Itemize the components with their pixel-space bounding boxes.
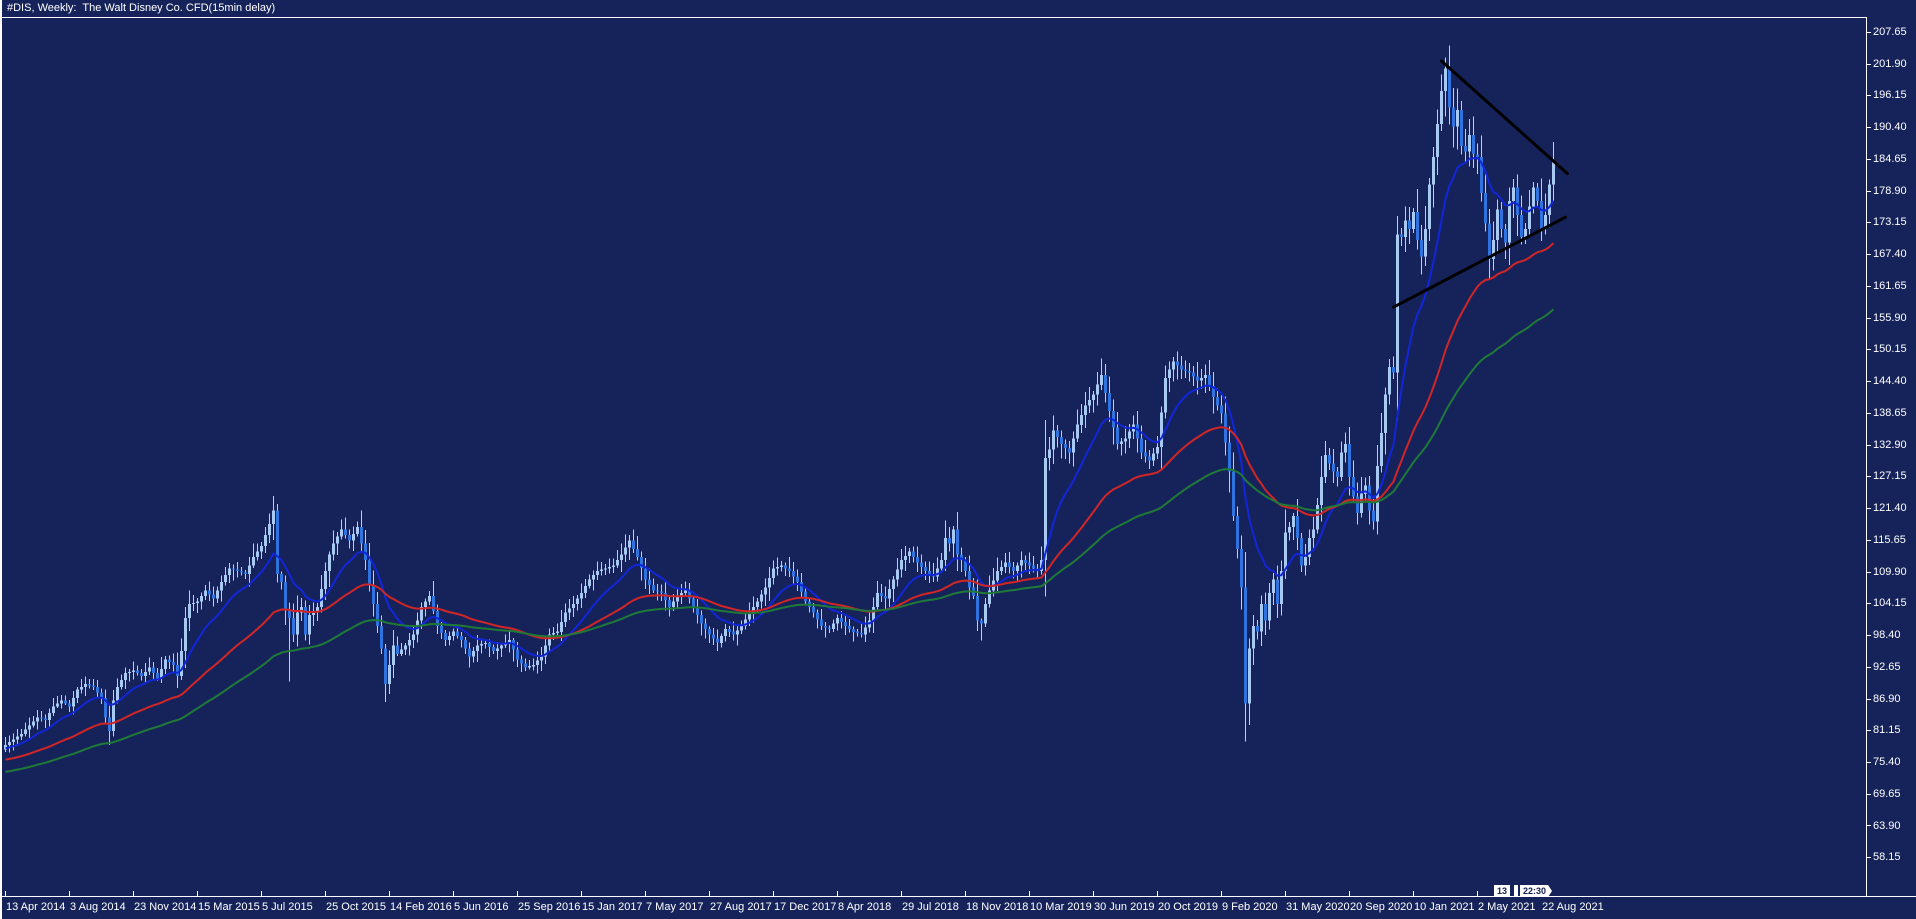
candle-wicks bbox=[5, 45, 1554, 753]
date-tick-label: 10 Jan 2021 bbox=[1414, 901, 1475, 913]
price-tick-label: 173.15 bbox=[1873, 216, 1907, 229]
date-tick-label: 13 Apr 2014 bbox=[6, 901, 66, 913]
price-tick-label: 115.65 bbox=[1873, 533, 1906, 546]
price-tick-label: 167.40 bbox=[1873, 248, 1907, 261]
price-tick-label: 184.65 bbox=[1873, 152, 1907, 165]
date-tick-label: 20 Oct 2019 bbox=[1158, 901, 1218, 913]
price-tick-label: 98.40 bbox=[1873, 629, 1901, 642]
candle-bodies bbox=[4, 68, 1555, 750]
price-tick-label: 92.65 bbox=[1873, 660, 1901, 673]
price-tick-label: 144.40 bbox=[1873, 375, 1907, 388]
price-tick-label: 104.15 bbox=[1873, 597, 1907, 610]
date-tick-label: 29 Jul 2018 bbox=[902, 901, 959, 913]
price-tick-label: 138.65 bbox=[1873, 406, 1907, 419]
date-tick-label: 15 Jan 2017 bbox=[582, 901, 643, 913]
date-axis-separator[interactable] bbox=[0, 896, 1916, 897]
badge-sliver bbox=[1514, 885, 1518, 897]
date-tick-label: 5 Jul 2015 bbox=[262, 901, 313, 913]
date-tick-label: 2 May 2021 bbox=[1478, 901, 1536, 913]
price-tick-label: 69.65 bbox=[1873, 787, 1901, 800]
price-tick-label: 58.15 bbox=[1873, 851, 1901, 864]
price-tick-label: 127.15 bbox=[1873, 470, 1907, 483]
price-tick-label: 207.65 bbox=[1873, 26, 1907, 38]
date-tick-label: 9 Feb 2020 bbox=[1222, 901, 1278, 913]
price-tick-label: 161.65 bbox=[1873, 279, 1907, 292]
descending-resistance-trendline[interactable] bbox=[1440, 59, 1569, 176]
fast-ma-line bbox=[5, 157, 1555, 750]
date-tick-label: 15 Mar 2015 bbox=[198, 901, 260, 913]
price-tick-label: 109.90 bbox=[1873, 565, 1907, 578]
date-tick-label: 8 Apr 2018 bbox=[838, 901, 892, 913]
date-tick-label: 7 May 2017 bbox=[646, 901, 704, 913]
last-bar-time-badge: 22:30 bbox=[1520, 885, 1552, 897]
date-tick-label: 18 Nov 2018 bbox=[966, 901, 1029, 913]
price-axis-separator[interactable] bbox=[1866, 17, 1867, 897]
date-tick-label: 5 Jun 2016 bbox=[454, 901, 509, 913]
date-tick-label: 31 May 2020 bbox=[1286, 901, 1350, 913]
date-tick-label: 25 Sep 2016 bbox=[518, 901, 581, 913]
last-bar-date-badge: 13 bbox=[1494, 885, 1511, 897]
axis-ticks bbox=[5, 32, 1871, 896]
date-tick-label: 10 Mar 2019 bbox=[1030, 901, 1092, 913]
price-tick-label: 63.90 bbox=[1873, 819, 1901, 832]
price-tick-label: 155.90 bbox=[1873, 311, 1907, 324]
date-tick-label: 14 Feb 2016 bbox=[390, 901, 452, 913]
price-tick-label: 150.15 bbox=[1873, 343, 1907, 356]
symbol-title: #DIS, Weekly: The Walt Disney Co. CFD(15… bbox=[7, 2, 276, 14]
date-tick-label: 20 Sep 2020 bbox=[1350, 901, 1413, 913]
price-tick-label: 196.15 bbox=[1873, 89, 1907, 102]
price-tick-label: 121.40 bbox=[1873, 502, 1907, 515]
price-tick-label: 190.40 bbox=[1873, 121, 1907, 134]
ascending-support-trendline[interactable] bbox=[1392, 215, 1567, 309]
price-tick-label: 132.90 bbox=[1873, 438, 1907, 451]
date-tick-label: 30 Jun 2019 bbox=[1094, 901, 1155, 913]
date-tick-label: 25 Oct 2015 bbox=[326, 901, 386, 913]
date-tick-label: 17 Dec 2017 bbox=[774, 901, 837, 913]
date-tick-label: 22 Aug 2021 bbox=[1542, 901, 1604, 913]
date-tick-label: 3 Aug 2014 bbox=[70, 901, 126, 913]
price-tick-label: 201.90 bbox=[1873, 57, 1907, 70]
chart-title-bar: #DIS, Weekly: The Walt Disney Co. CFD(15… bbox=[0, 0, 1916, 17]
price-tick-label: 86.90 bbox=[1873, 692, 1901, 705]
price-tick-label: 75.40 bbox=[1873, 756, 1901, 769]
plot-area[interactable] bbox=[4, 45, 1569, 773]
slow-ma-line bbox=[5, 308, 1555, 773]
medium-ma-line bbox=[5, 242, 1555, 761]
price-tick-label: 81.15 bbox=[1873, 724, 1901, 737]
window-left-border bbox=[0, 0, 2, 919]
price-tick-label: 178.90 bbox=[1873, 184, 1907, 197]
date-tick-label: 23 Nov 2014 bbox=[134, 901, 197, 913]
chart-top-border bbox=[0, 17, 1866, 18]
date-tick-label: 27 Aug 2017 bbox=[710, 901, 772, 913]
